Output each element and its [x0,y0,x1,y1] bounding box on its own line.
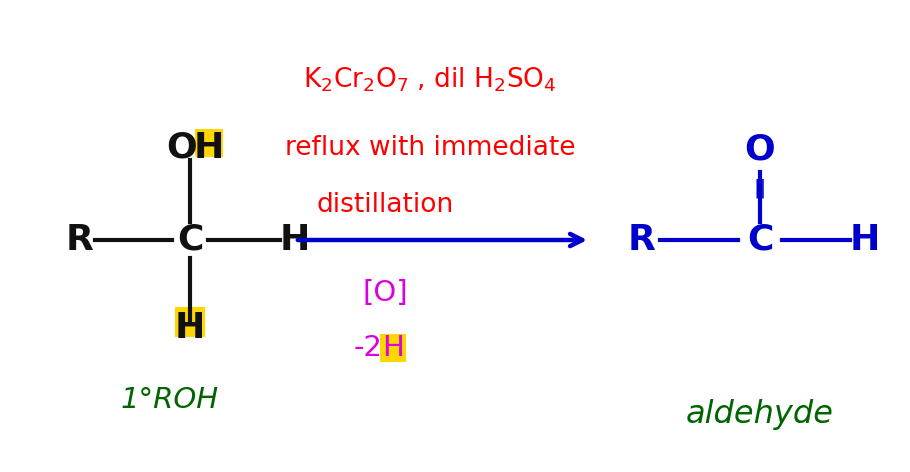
Text: distillation: distillation [317,192,453,218]
Text: R: R [66,223,94,257]
Text: H: H [279,223,310,257]
Text: reflux with immediate: reflux with immediate [285,135,575,161]
FancyBboxPatch shape [380,334,406,362]
Text: [O]: [O] [362,279,408,307]
Text: O: O [744,133,775,167]
Text: O: O [167,131,197,165]
FancyBboxPatch shape [175,307,205,337]
Text: aldehyde: aldehyde [686,399,834,430]
FancyBboxPatch shape [195,129,223,157]
Text: H: H [850,223,880,257]
Text: H: H [194,131,224,165]
Text: C: C [177,223,203,257]
Text: C: C [747,223,773,257]
Text: H: H [175,311,205,345]
Text: H: H [382,334,404,362]
Text: ||: || [753,178,766,198]
Text: –: – [687,226,703,254]
Text: –: – [811,226,825,254]
Text: K$_2$Cr$_2$O$_7$ , dil H$_2$SO$_4$: K$_2$Cr$_2$O$_7$ , dil H$_2$SO$_4$ [303,66,557,94]
Text: 1°ROH: 1°ROH [121,386,219,414]
Text: R: R [628,223,656,257]
Text: -2: -2 [354,334,382,362]
